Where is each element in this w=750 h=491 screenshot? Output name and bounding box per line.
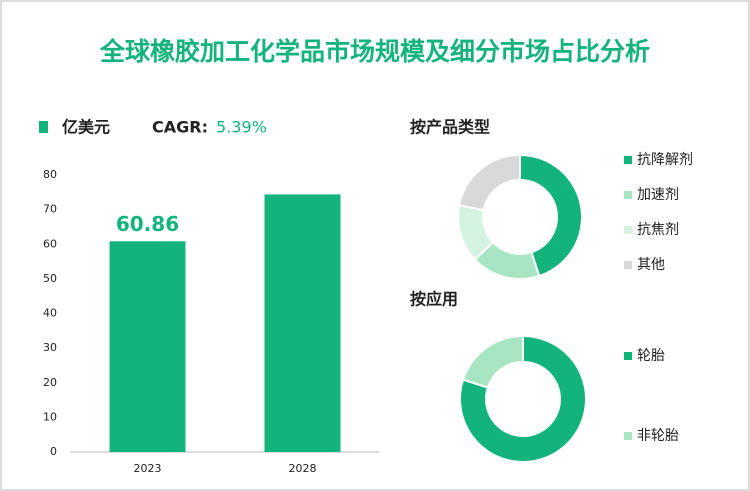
legend-label: 抗焦剂 <box>637 222 679 238</box>
bar <box>109 241 186 452</box>
y-tick-label: 80 <box>43 168 57 181</box>
legend-swatch <box>624 191 632 199</box>
legend-label: 亿美元 <box>62 118 110 137</box>
legend-swatch <box>624 156 632 164</box>
y-tick-label: 60 <box>43 237 57 250</box>
cagr-value: 5.39% <box>216 118 267 137</box>
donut-slice <box>457 153 521 212</box>
y-tick-label: 30 <box>43 341 57 354</box>
legend-swatch <box>624 352 632 360</box>
legend-swatch <box>39 121 48 133</box>
chart-title: 按产品类型 <box>410 118 490 137</box>
y-tick-label: 50 <box>43 272 57 285</box>
y-tick-label: 0 <box>50 445 57 458</box>
donut-slice <box>459 334 587 463</box>
donut-slice <box>461 334 524 389</box>
y-tick-label: 40 <box>43 307 57 320</box>
cagr-label: CAGR: <box>152 118 208 137</box>
legend-label: 非轮胎 <box>637 428 679 444</box>
y-tick-label: 20 <box>43 376 57 389</box>
legend-swatch <box>624 432 632 440</box>
x-tick-label: 2023 <box>134 462 162 475</box>
bar <box>264 194 341 452</box>
data-label: 60.86 <box>116 212 179 236</box>
legend-label: 其他 <box>637 257 665 273</box>
page-title: 全球橡胶加工化学品市场规模及细分市场占比分析 <box>99 37 650 66</box>
legend-label: 轮胎 <box>637 348 665 364</box>
x-tick-label: 2028 <box>289 462 317 475</box>
donut-slice <box>519 153 584 278</box>
legend-label: 抗降解剂 <box>637 152 693 168</box>
legend-label: 加速剂 <box>637 187 679 203</box>
chart-title: 按应用 <box>410 290 458 309</box>
y-tick-label: 10 <box>43 410 57 423</box>
legend-swatch <box>624 261 632 269</box>
y-tick-label: 70 <box>43 203 57 216</box>
legend-swatch <box>624 226 632 234</box>
